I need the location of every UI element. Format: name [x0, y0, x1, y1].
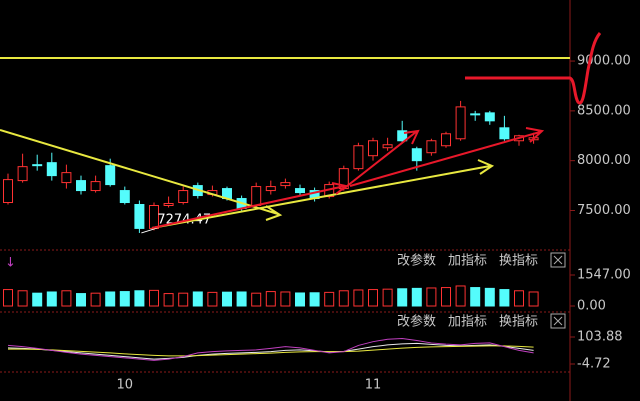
candle-body	[119, 190, 130, 204]
volume-bar	[61, 290, 72, 307]
volume-bar	[134, 290, 145, 307]
y-tick-label: 0.00	[577, 299, 606, 314]
candle-body	[411, 148, 422, 162]
volume-bar	[236, 291, 247, 307]
toolbar-button[interactable]: 加指标	[448, 315, 487, 330]
candle-body	[470, 113, 481, 116]
candle-body	[295, 188, 305, 194]
indicator-line	[7, 342, 534, 360]
volume-bar	[528, 291, 539, 307]
toolbar-button[interactable]: 换指标	[499, 315, 538, 330]
candle-body	[251, 186, 262, 207]
toolbar: 改参数 加指标 换指标 改参数 加指标 换指标	[397, 252, 566, 330]
candle-body	[353, 145, 364, 170]
toolbar-button[interactable]: 改参数	[397, 253, 436, 269]
candle-body	[397, 130, 408, 142]
volume-bar	[46, 291, 57, 307]
candle-body	[368, 140, 378, 157]
y-tick-label: 7500.00	[577, 203, 631, 218]
volume-bar	[192, 291, 203, 307]
candle-body	[105, 165, 116, 186]
volume-bar	[90, 292, 101, 307]
volume-bar	[441, 287, 451, 307]
x-tick-label: 11	[365, 378, 382, 393]
candle-body	[382, 144, 393, 149]
candle-body	[90, 181, 101, 192]
volume-bar	[514, 290, 524, 307]
volume-bar	[3, 289, 13, 307]
y-tick-label: 1547.00	[577, 268, 631, 283]
volume-bar	[76, 293, 86, 307]
toolbar-button[interactable]: 加指标	[448, 254, 487, 269]
volume-bar	[353, 289, 364, 307]
red-sketch	[465, 32, 602, 105]
volume-bar	[163, 293, 174, 307]
volume-bar	[309, 292, 320, 307]
candle-body	[265, 186, 276, 192]
red-arrow	[341, 129, 420, 191]
volume-bar	[265, 291, 276, 307]
volume-bar	[119, 291, 130, 307]
volume-bar	[32, 292, 43, 307]
candle-body	[46, 162, 57, 177]
y-tick-label: 8500.00	[577, 103, 631, 118]
volume-bar	[368, 289, 378, 307]
volume-bar	[382, 288, 393, 307]
volume-bar	[280, 291, 291, 307]
close-icon	[553, 255, 563, 265]
candle-body	[32, 164, 43, 167]
marks: 9000.00 8500.00 8000.00 7500.00 1547.00 0.00 1…	[3, 54, 631, 393]
volume-bar	[499, 289, 510, 307]
candle-body	[178, 190, 189, 204]
volume-bar	[397, 288, 408, 307]
y-tick-label: 8000.00	[577, 153, 631, 168]
volume-bar	[295, 292, 305, 307]
volume-bar	[484, 287, 495, 307]
volume-bar	[251, 292, 262, 307]
volume-bar	[149, 289, 159, 307]
volume-bar	[338, 290, 349, 307]
indicator-line	[8, 345, 534, 357]
volume-bar	[455, 285, 466, 307]
candle-body	[280, 182, 291, 187]
volume-bar	[178, 292, 189, 307]
close-icon	[553, 316, 563, 326]
candle-body	[61, 172, 72, 184]
indicator-line	[7, 337, 534, 361]
y-tick-label: -4.72	[577, 356, 611, 371]
y-tick-label: 103.88	[577, 330, 623, 345]
volume-bar	[324, 291, 335, 307]
candle-body	[499, 127, 510, 140]
yellow-arrow	[0, 129, 283, 221]
volume-bar	[17, 290, 28, 307]
volume-bar	[411, 287, 422, 307]
candle-body	[455, 106, 466, 140]
volume-bar	[426, 287, 437, 307]
candle-body	[17, 166, 28, 182]
candle-body	[76, 180, 86, 192]
close-button[interactable]	[550, 313, 566, 329]
toolbar-button[interactable]: 换指标	[499, 254, 538, 269]
candle-body	[484, 112, 495, 122]
pane-icon: ↓	[5, 256, 16, 271]
toolbar-button[interactable]: 改参数	[397, 314, 436, 330]
candle-body	[426, 140, 437, 154]
volume-bar	[207, 291, 218, 307]
candle-body	[163, 203, 174, 207]
annotations	[0, 32, 602, 229]
candle-body	[134, 204, 145, 229]
close-button[interactable]	[550, 252, 566, 268]
volume-bar	[105, 291, 116, 307]
candle-body	[3, 179, 13, 204]
low-pointer	[141, 227, 158, 234]
candle-body	[441, 133, 451, 147]
volume-bar	[470, 287, 481, 307]
yellow-arrow	[151, 159, 495, 229]
red-arrow	[349, 127, 545, 187]
volume-bar	[222, 291, 232, 307]
y-tick-label: 9000.00	[577, 54, 631, 69]
x-tick-label: 10	[117, 378, 134, 393]
